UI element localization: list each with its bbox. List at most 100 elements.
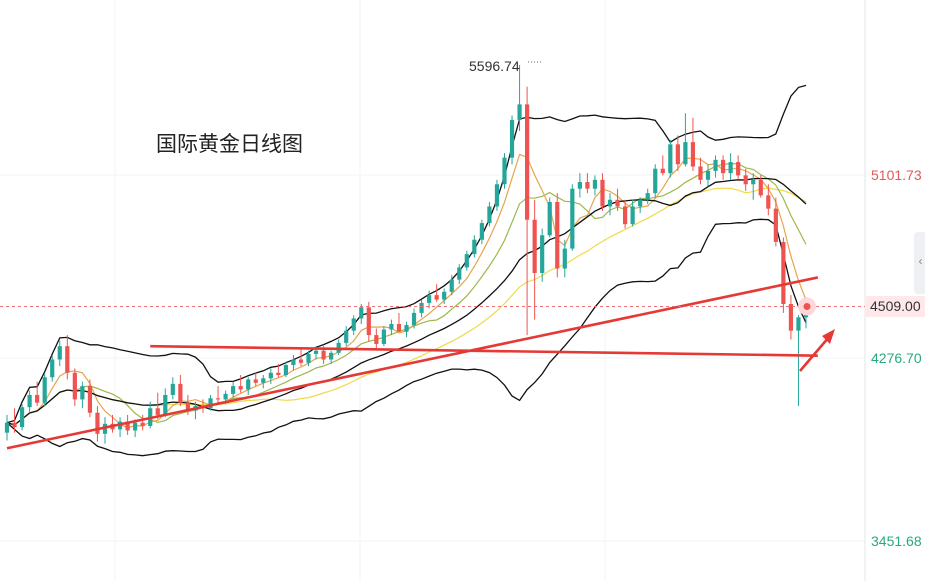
candle-body bbox=[630, 206, 635, 225]
candle bbox=[336, 339, 341, 356]
candle bbox=[698, 157, 703, 185]
candle bbox=[607, 193, 613, 216]
up-arrow-icon bbox=[799, 329, 835, 372]
candle-body bbox=[359, 307, 364, 319]
candle bbox=[359, 304, 364, 324]
candle-body bbox=[133, 422, 138, 431]
candle-body bbox=[472, 239, 477, 255]
candle-body bbox=[170, 383, 175, 395]
candle bbox=[622, 199, 628, 229]
chevron-left-icon: ‹ bbox=[918, 254, 923, 268]
peak-annotation: 5596.74 bbox=[469, 58, 543, 74]
candle bbox=[464, 250, 469, 271]
candle-body bbox=[600, 179, 605, 207]
candle-body bbox=[464, 254, 469, 268]
candle-body bbox=[12, 422, 17, 428]
candle bbox=[208, 394, 213, 411]
candle bbox=[479, 219, 484, 245]
candle bbox=[276, 363, 281, 378]
candle bbox=[758, 175, 763, 198]
candle-body bbox=[223, 393, 228, 400]
candle bbox=[4, 414, 10, 441]
candle-body bbox=[208, 398, 213, 409]
candle-body bbox=[42, 377, 47, 403]
candle bbox=[35, 381, 40, 407]
candle bbox=[487, 202, 492, 227]
candle bbox=[592, 175, 598, 196]
bollinger-middle-line bbox=[6, 177, 807, 426]
candle bbox=[72, 368, 77, 407]
candle bbox=[117, 417, 123, 438]
candle bbox=[796, 315, 801, 407]
candle bbox=[389, 319, 394, 336]
candle-body bbox=[65, 346, 70, 373]
collapse-panel-button[interactable]: ‹ bbox=[914, 232, 925, 294]
candle-body bbox=[298, 359, 304, 363]
candle-body bbox=[713, 159, 718, 171]
candle bbox=[238, 375, 243, 393]
candle-body bbox=[525, 104, 530, 220]
candle bbox=[449, 275, 454, 296]
candle-body bbox=[532, 219, 537, 273]
y-tick-label: 3451.68 bbox=[871, 533, 922, 549]
candle-body bbox=[291, 359, 296, 366]
candle-body bbox=[796, 317, 801, 331]
candle-body bbox=[87, 386, 93, 413]
candle bbox=[19, 403, 25, 431]
candle bbox=[125, 414, 130, 435]
candle bbox=[344, 326, 349, 347]
candle bbox=[291, 355, 296, 371]
candle bbox=[283, 361, 288, 378]
candle bbox=[600, 173, 605, 211]
candle-body bbox=[27, 394, 32, 408]
candle-body bbox=[698, 166, 703, 180]
candle-body bbox=[758, 179, 763, 196]
candle bbox=[163, 388, 168, 418]
candle bbox=[585, 173, 590, 194]
candle bbox=[102, 417, 108, 444]
candle-body bbox=[329, 352, 334, 360]
candle-body bbox=[728, 162, 733, 174]
candle bbox=[728, 153, 733, 180]
candle-body bbox=[683, 142, 688, 165]
candle bbox=[298, 348, 304, 367]
candle-body bbox=[155, 408, 160, 415]
y-tick-label: 4276.70 bbox=[871, 350, 922, 366]
candle bbox=[27, 390, 32, 413]
candle-body bbox=[540, 235, 545, 273]
candlesticks bbox=[4, 65, 809, 444]
candle bbox=[720, 155, 726, 180]
candle-body bbox=[57, 346, 62, 360]
candle bbox=[178, 375, 183, 407]
candle-body bbox=[502, 157, 507, 185]
candle-body bbox=[374, 335, 379, 344]
candle bbox=[42, 372, 47, 407]
chart-title: 国际黄金日线图 bbox=[156, 132, 303, 156]
candle bbox=[306, 350, 311, 367]
candle bbox=[615, 188, 620, 211]
candle-body bbox=[231, 386, 236, 394]
candle-body bbox=[313, 350, 319, 354]
candle bbox=[736, 155, 741, 180]
candle bbox=[638, 197, 643, 214]
candle bbox=[351, 315, 356, 336]
candle bbox=[231, 381, 236, 398]
trendline bbox=[150, 344, 818, 357]
candle-body bbox=[705, 170, 711, 180]
candle bbox=[427, 290, 432, 309]
candle bbox=[155, 392, 160, 420]
candle-body bbox=[178, 383, 183, 403]
candle-body bbox=[276, 372, 281, 376]
candle-body bbox=[743, 175, 748, 185]
candle bbox=[12, 408, 17, 433]
candle-body bbox=[411, 312, 417, 326]
candle-body bbox=[72, 372, 77, 400]
candle bbox=[472, 235, 477, 258]
candle bbox=[442, 288, 447, 305]
candle-body bbox=[577, 182, 582, 189]
candle-body bbox=[306, 353, 311, 363]
candle-body bbox=[381, 329, 386, 344]
candle-body bbox=[95, 412, 100, 434]
candle-body bbox=[125, 421, 130, 431]
